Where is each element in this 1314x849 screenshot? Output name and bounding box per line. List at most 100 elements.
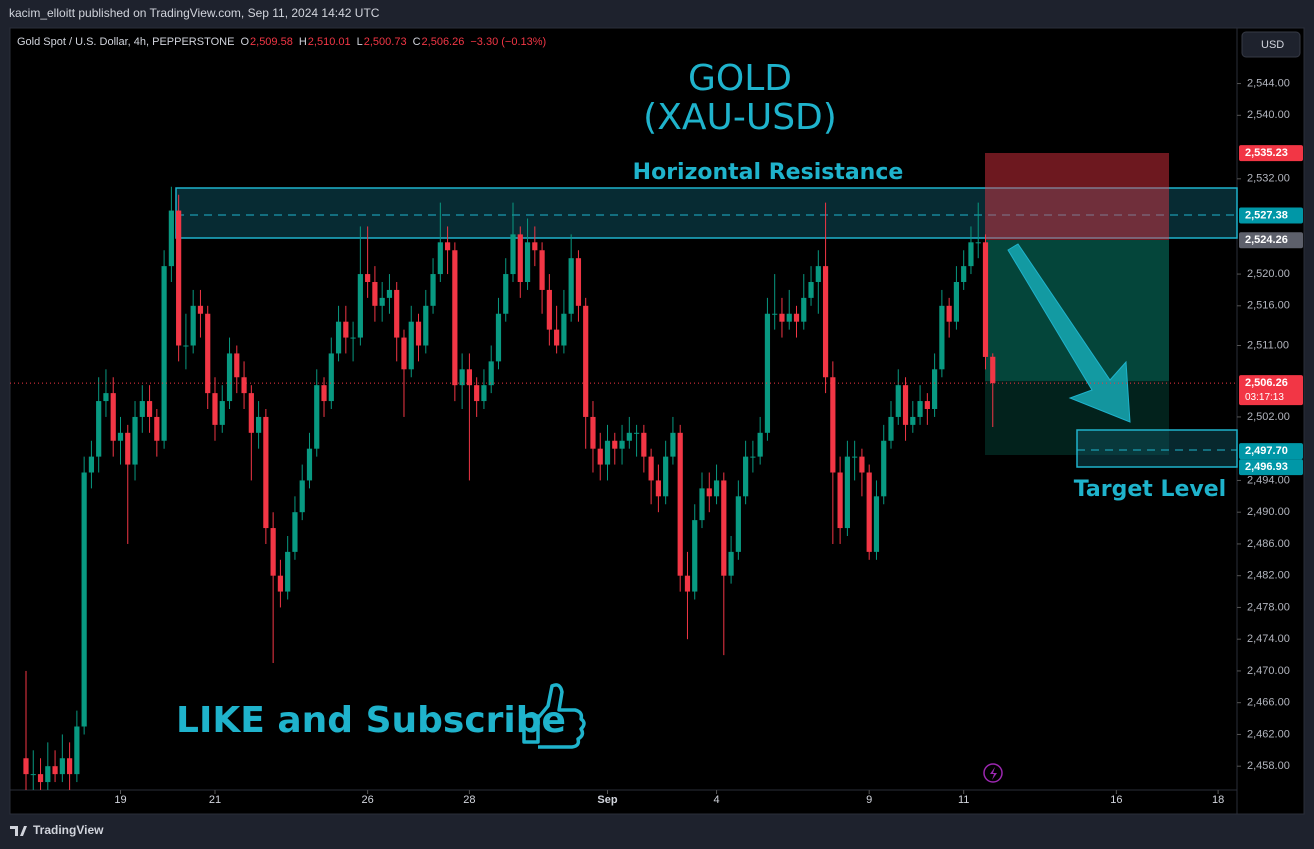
y-tick-label: 2,532.00 xyxy=(1247,173,1290,185)
ohlc-key: O xyxy=(240,36,249,48)
candle-body xyxy=(779,313,785,322)
candle-body xyxy=(721,480,727,576)
symbol: Gold Spot / U.S. Dollar, 4h, PEPPERSTONE xyxy=(17,36,234,48)
resistance-zone xyxy=(175,187,1238,239)
footer-bar xyxy=(0,815,1314,849)
x-tick-label: Sep xyxy=(597,794,617,806)
candle-body xyxy=(205,313,211,394)
candle-body xyxy=(285,551,291,592)
candle-body xyxy=(59,758,65,775)
y-tick-label: 2,462.00 xyxy=(1247,728,1290,740)
candle-body xyxy=(597,448,603,465)
candle-body xyxy=(917,401,923,417)
y-tick-label: 2,474.00 xyxy=(1247,633,1290,645)
candle-body xyxy=(110,393,116,441)
currency[interactable]: USD xyxy=(1261,39,1284,51)
y-tick-label: 2,511.00 xyxy=(1247,339,1289,351)
candle-body xyxy=(379,297,385,306)
event-bolt xyxy=(990,767,997,780)
y-tick-label: 2,490.00 xyxy=(1247,506,1290,518)
candle-body xyxy=(226,353,233,402)
candle-body xyxy=(321,385,327,402)
candle-body xyxy=(910,416,916,425)
candle-body xyxy=(219,401,225,425)
x-tick-label: 9 xyxy=(866,794,872,806)
y-tick-label: 2,478.00 xyxy=(1247,601,1290,613)
y-tick-label: 2,544.00 xyxy=(1247,77,1290,89)
candle-body xyxy=(241,377,247,394)
candle-body xyxy=(808,282,814,298)
arrow xyxy=(1007,243,1131,423)
candle-body xyxy=(990,356,996,384)
candle-body xyxy=(67,758,73,775)
candle-body xyxy=(154,416,160,441)
ohlc-value: 2,510.01 xyxy=(308,36,351,48)
candle-body xyxy=(655,480,661,497)
candle-body xyxy=(459,369,465,386)
candle-body xyxy=(612,440,618,449)
candle-body xyxy=(270,528,276,576)
candle-body xyxy=(961,266,967,282)
subtitle: (XAU-USD) xyxy=(643,97,837,138)
x-tick-label: 18 xyxy=(1212,794,1224,806)
y-tick-label: 2,470.00 xyxy=(1247,665,1290,677)
candle-body xyxy=(902,385,909,425)
footer-brand: TradingView xyxy=(33,823,104,837)
candle-body xyxy=(946,305,952,322)
thumbs-up-icon xyxy=(522,683,586,749)
candle-body xyxy=(517,234,523,282)
candle-body xyxy=(394,289,400,338)
candle-body xyxy=(495,313,502,362)
candle-body xyxy=(306,448,313,481)
candle-body xyxy=(822,266,829,378)
candle-body xyxy=(539,250,545,290)
candle-body xyxy=(248,393,254,433)
candle-body xyxy=(844,456,850,529)
candle-body xyxy=(873,496,880,552)
candle-body xyxy=(924,401,930,409)
candle-body xyxy=(699,488,705,521)
candle-body xyxy=(30,774,36,776)
candle-body xyxy=(292,512,298,552)
candle-body xyxy=(633,432,640,434)
candle-body xyxy=(335,321,342,354)
y-tick-label: 2,482.00 xyxy=(1247,570,1290,582)
candle-body xyxy=(888,416,894,441)
candle-body xyxy=(96,401,102,457)
candle-body xyxy=(430,274,436,306)
candle-body xyxy=(932,369,938,409)
x-tick-label: 21 xyxy=(209,794,221,806)
candle-body xyxy=(183,345,189,347)
candle-body xyxy=(103,393,109,402)
candle-body xyxy=(524,242,531,282)
candle-body xyxy=(23,758,29,775)
candle-body xyxy=(859,456,865,473)
candle-body xyxy=(692,520,698,592)
candle-body xyxy=(357,274,363,338)
candle-body xyxy=(37,774,44,783)
countdown: 03:17:13 xyxy=(1245,392,1284,403)
price-label-box xyxy=(1239,375,1303,406)
x-tick-label: 4 xyxy=(713,794,719,806)
change: −3.30 (−0.13%) xyxy=(470,36,546,48)
candle-body xyxy=(895,385,901,417)
y-tick-label: 2,520.00 xyxy=(1247,268,1290,280)
candle-body xyxy=(575,258,582,306)
candle-body xyxy=(982,242,989,357)
candle-body xyxy=(255,416,262,433)
ohlc-key: L xyxy=(357,36,363,48)
candle-body xyxy=(161,266,167,441)
currency-button[interactable] xyxy=(1241,31,1301,58)
candle-body xyxy=(532,242,538,251)
ohlc-value: 2,509.58 xyxy=(250,36,293,48)
candles xyxy=(23,186,996,790)
candle-body xyxy=(132,416,138,465)
candle-body xyxy=(561,313,567,346)
candle-body xyxy=(444,242,451,251)
candle-body xyxy=(415,321,422,346)
ohlc-value: 2,506.26 xyxy=(422,36,465,48)
y-tick-label: 2,486.00 xyxy=(1247,538,1290,550)
candle-body xyxy=(684,575,691,592)
candle-body xyxy=(750,456,756,458)
ohlc-key: C xyxy=(413,36,421,48)
